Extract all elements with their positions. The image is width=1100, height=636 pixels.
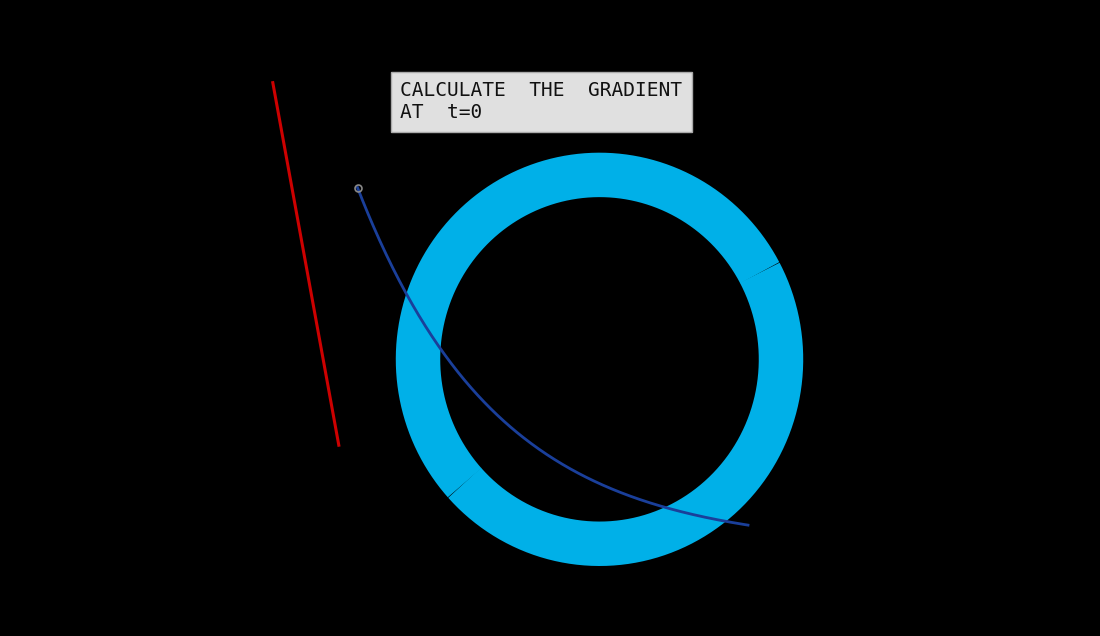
- Text: CALCULATE  THE  GRADIENT
AT  t=0: CALCULATE THE GRADIENT AT t=0: [400, 81, 682, 122]
